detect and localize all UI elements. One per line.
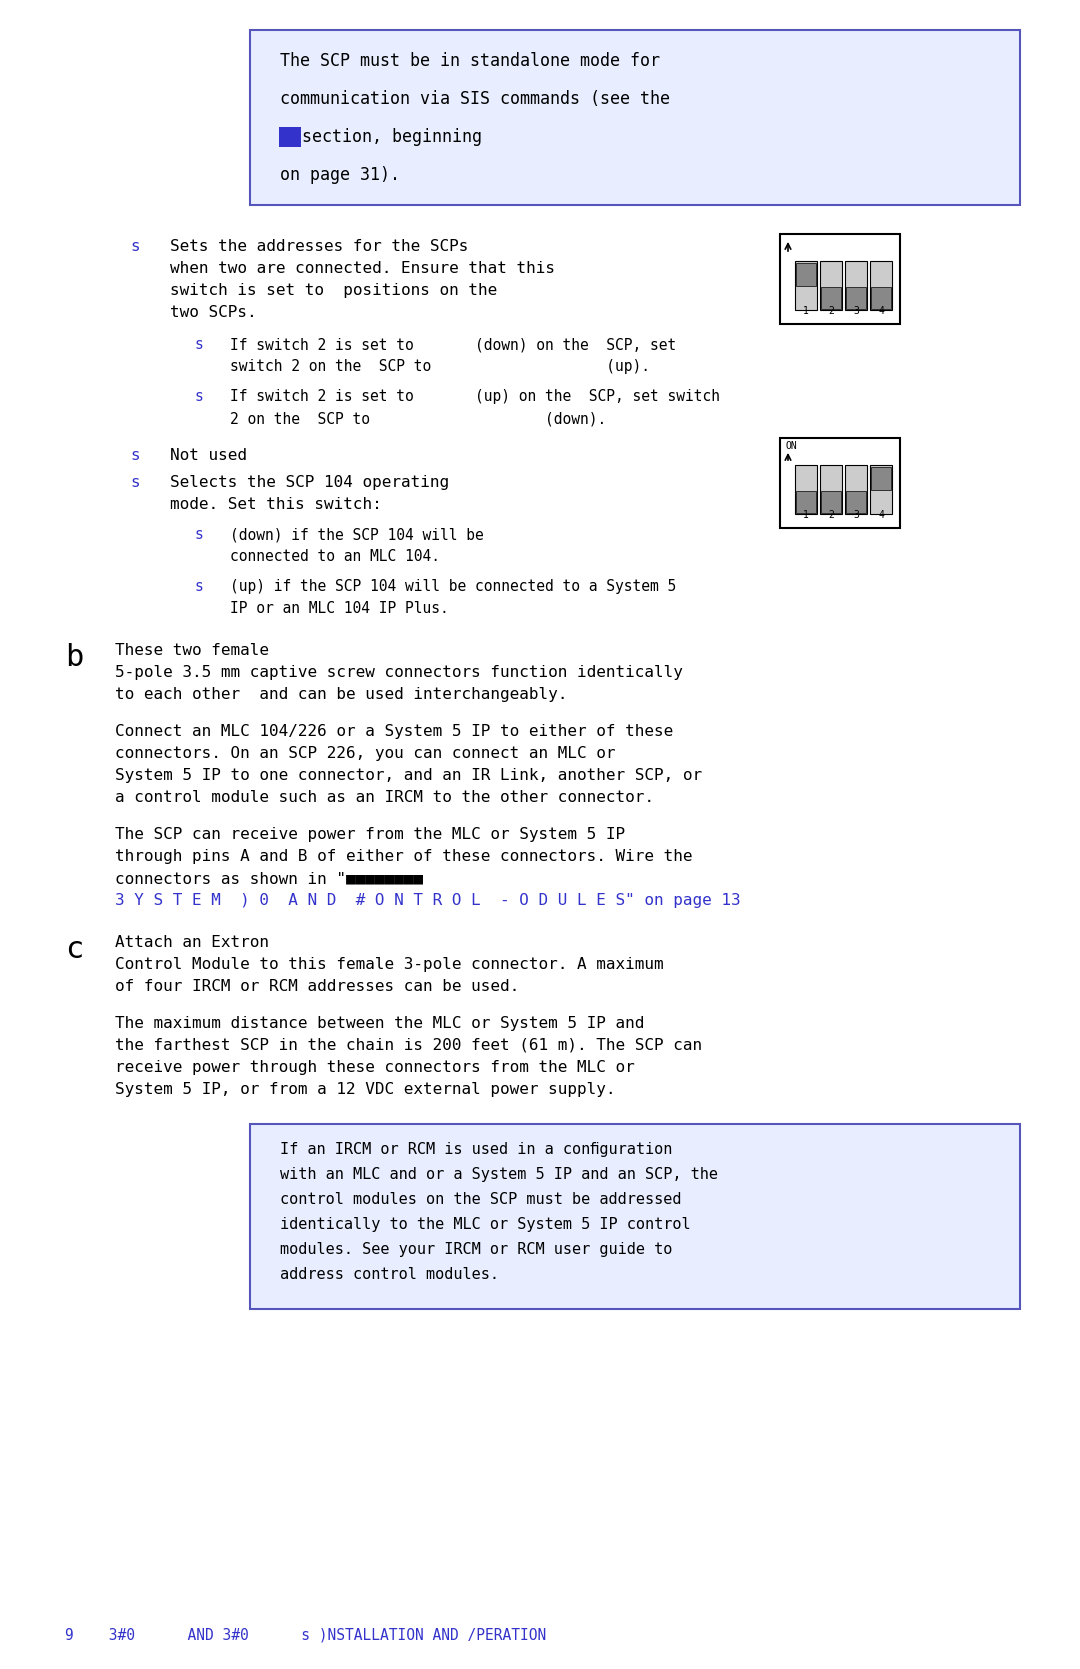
Bar xyxy=(870,466,892,514)
Bar xyxy=(820,466,842,514)
Text: b: b xyxy=(65,643,83,673)
Text: when two are connected. Ensure that this: when two are connected. Ensure that this xyxy=(170,260,555,275)
Text: 1: 1 xyxy=(804,305,809,315)
FancyBboxPatch shape xyxy=(249,30,1020,205)
Text: 9    3#0      AND 3#0      s )NSTALLATION AND /PERATION: 9 3#0 AND 3#0 s )NSTALLATION AND /PERATI… xyxy=(65,1627,546,1642)
Text: If switch 2 is set to       (down) on the  SCP, set: If switch 2 is set to (down) on the SCP,… xyxy=(230,337,676,352)
Text: 2: 2 xyxy=(828,511,834,521)
Text: Sets the addresses for the SCPs: Sets the addresses for the SCPs xyxy=(170,239,469,254)
Text: connected to an MLC 104.: connected to an MLC 104. xyxy=(230,549,440,564)
Text: communication via SIS commands (see the: communication via SIS commands (see the xyxy=(280,90,670,108)
Text: Connect an MLC 104/226 or a System 5 IP to either of these: Connect an MLC 104/226 or a System 5 IP … xyxy=(114,724,673,739)
Text: s: s xyxy=(130,239,139,254)
Text: s: s xyxy=(130,447,139,462)
Bar xyxy=(821,287,841,309)
Text: connectors. On an SCP 226, you can connect an MLC or: connectors. On an SCP 226, you can conne… xyxy=(114,746,616,761)
Bar xyxy=(795,466,816,514)
Bar xyxy=(796,491,816,514)
Text: s: s xyxy=(130,476,139,491)
Text: s: s xyxy=(195,389,204,404)
Bar xyxy=(845,260,867,310)
Text: s: s xyxy=(195,337,204,352)
Text: If switch 2 is set to       (up) on the  SCP, set switch: If switch 2 is set to (up) on the SCP, s… xyxy=(230,389,720,404)
Text: The maximum distance between the MLC or System 5 IP and: The maximum distance between the MLC or … xyxy=(114,1016,645,1031)
Bar xyxy=(870,287,891,309)
Text: Selects the SCP 104 operating: Selects the SCP 104 operating xyxy=(170,476,449,491)
Text: System 5 IP, or from a 12 VDC external power supply.: System 5 IP, or from a 12 VDC external p… xyxy=(114,1082,616,1097)
Text: the farthest SCP in the chain is 200 feet (61 m). The SCP can: the farthest SCP in the chain is 200 fee… xyxy=(114,1038,702,1053)
Text: on page 31).: on page 31). xyxy=(280,165,400,184)
Text: System 5 IP to one connector, and an IR Link, another SCP, or: System 5 IP to one connector, and an IR … xyxy=(114,768,702,783)
Text: modules. See your IRCM or RCM user guide to: modules. See your IRCM or RCM user guide… xyxy=(280,1242,673,1257)
Text: 2: 2 xyxy=(828,305,834,315)
Text: section, beginning: section, beginning xyxy=(302,129,482,145)
Text: of four IRCM or RCM addresses can be used.: of four IRCM or RCM addresses can be use… xyxy=(114,980,519,995)
Text: mode. Set this switch:: mode. Set this switch: xyxy=(170,497,381,512)
Text: If an IRCM or RCM is used in a conﬁguration: If an IRCM or RCM is used in a conﬁgurat… xyxy=(280,1142,673,1157)
Text: connectors as shown in "■■■■■■■■: connectors as shown in "■■■■■■■■ xyxy=(114,871,423,886)
Text: to each other  and can be used interchangeably.: to each other and can be used interchang… xyxy=(114,688,567,703)
Text: receive power through these connectors from the MLC or: receive power through these connectors f… xyxy=(114,1060,635,1075)
Bar xyxy=(780,234,900,324)
Text: 5-pole 3.5 mm captive screw connectors function identically: 5-pole 3.5 mm captive screw connectors f… xyxy=(114,664,683,679)
Text: switch 2 on the  SCP to                    (up).: switch 2 on the SCP to (up). xyxy=(230,359,650,374)
Text: 4: 4 xyxy=(878,511,883,521)
Bar xyxy=(821,491,841,514)
Text: (up) if the SCP 104 will be connected to a System 5: (up) if the SCP 104 will be connected to… xyxy=(230,579,676,594)
Bar xyxy=(796,264,816,285)
Text: ON: ON xyxy=(785,441,797,451)
Text: 2 on the  SCP to                    (down).: 2 on the SCP to (down). xyxy=(230,411,606,426)
Text: 3: 3 xyxy=(853,511,859,521)
Bar xyxy=(795,260,816,310)
Text: two SCPs.: two SCPs. xyxy=(170,305,257,320)
Bar xyxy=(780,437,900,527)
Text: through pins A and B of either of these connectors. Wire the: through pins A and B of either of these … xyxy=(114,850,692,865)
Text: 1: 1 xyxy=(804,511,809,521)
Text: address control modules.: address control modules. xyxy=(280,1267,499,1282)
Text: identically to the MLC or System 5 IP control: identically to the MLC or System 5 IP co… xyxy=(280,1217,690,1232)
Text: s: s xyxy=(195,579,204,594)
Bar xyxy=(845,466,867,514)
Text: switch is set to  positions on the: switch is set to positions on the xyxy=(170,284,497,299)
Text: (down) if the SCP 104 will be: (down) if the SCP 104 will be xyxy=(230,527,484,542)
Text: a control module such as an IRCM to the other connector.: a control module such as an IRCM to the … xyxy=(114,789,654,804)
Text: The SCP can receive power from the MLC or System 5 IP: The SCP can receive power from the MLC o… xyxy=(114,828,625,841)
Text: The SCP must be in standalone mode for: The SCP must be in standalone mode for xyxy=(280,52,660,70)
Text: c: c xyxy=(65,935,83,965)
Bar xyxy=(846,287,866,309)
Text: 3 Y S T E M  ) 0  A N D  # O N T R O L  - O D U L E S" on page 13: 3 Y S T E M ) 0 A N D # O N T R O L - O … xyxy=(114,893,741,908)
Text: Not used: Not used xyxy=(170,447,247,462)
FancyBboxPatch shape xyxy=(249,1123,1020,1308)
Text: Control Module to this female 3-pole connector. A maximum: Control Module to this female 3-pole con… xyxy=(114,956,663,971)
Text: s: s xyxy=(195,527,204,542)
Text: 3: 3 xyxy=(853,305,859,315)
Text: control modules on the SCP must be addressed: control modules on the SCP must be addre… xyxy=(280,1192,681,1207)
Bar xyxy=(820,260,842,310)
Text: Attach an Extron: Attach an Extron xyxy=(114,935,269,950)
Text: IP or an MLC 104 IP Plus.: IP or an MLC 104 IP Plus. xyxy=(230,601,449,616)
Text: with an MLC and or a System 5 IP and an SCP, the: with an MLC and or a System 5 IP and an … xyxy=(280,1167,718,1182)
Text: These two female: These two female xyxy=(114,643,269,658)
Bar xyxy=(846,491,866,514)
Text: ■■: ■■ xyxy=(280,129,300,145)
Bar xyxy=(870,260,892,310)
Bar xyxy=(870,467,891,489)
Text: 4: 4 xyxy=(878,305,883,315)
